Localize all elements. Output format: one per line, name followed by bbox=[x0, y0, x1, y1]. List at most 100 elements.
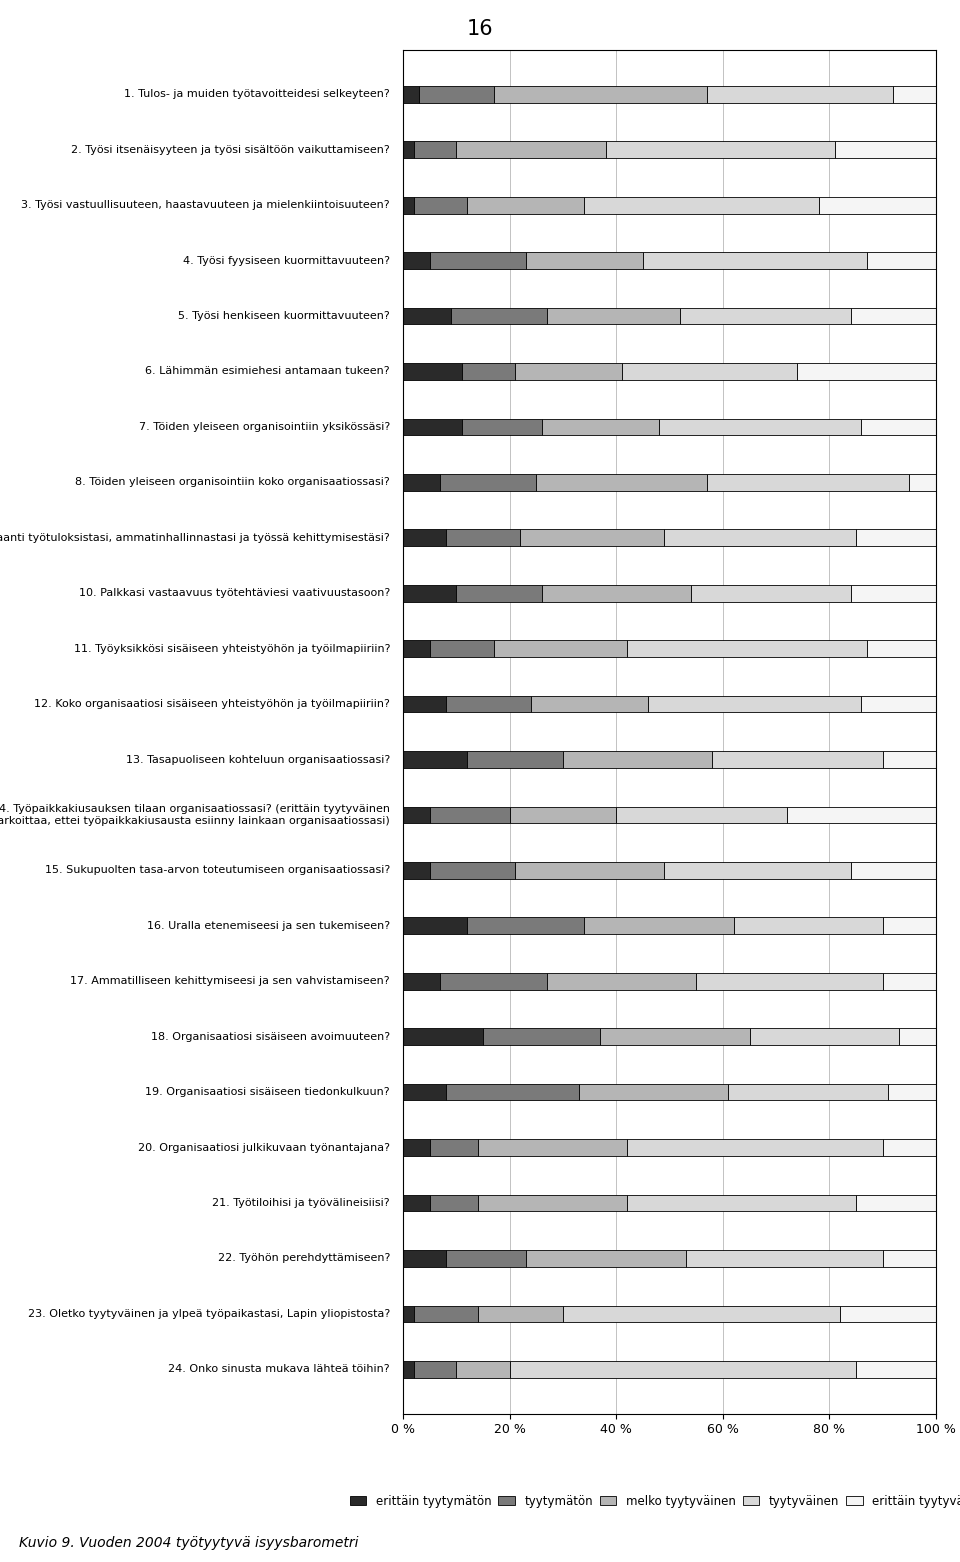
Bar bbox=[606, 142, 835, 158]
Text: 16: 16 bbox=[467, 19, 493, 39]
Bar bbox=[643, 253, 867, 269]
Bar bbox=[707, 473, 909, 490]
Bar bbox=[888, 1084, 936, 1100]
Bar bbox=[537, 473, 707, 490]
Bar bbox=[798, 364, 936, 380]
Bar bbox=[547, 973, 696, 990]
Bar bbox=[403, 862, 430, 879]
Bar bbox=[899, 1028, 936, 1045]
Bar bbox=[445, 1084, 579, 1100]
Bar bbox=[819, 197, 936, 214]
Bar bbox=[462, 419, 541, 436]
Bar bbox=[403, 917, 468, 934]
Bar bbox=[414, 142, 457, 158]
Bar bbox=[403, 1195, 430, 1211]
Bar bbox=[403, 473, 441, 490]
Bar bbox=[403, 584, 457, 601]
Bar bbox=[462, 364, 516, 380]
Bar bbox=[403, 197, 414, 214]
Bar bbox=[882, 751, 936, 769]
Bar bbox=[541, 584, 691, 601]
Bar bbox=[835, 142, 936, 158]
Bar bbox=[681, 308, 851, 325]
Bar bbox=[712, 751, 882, 769]
Bar bbox=[627, 640, 867, 658]
Bar bbox=[403, 751, 468, 769]
Bar bbox=[851, 862, 936, 879]
Bar bbox=[441, 973, 547, 990]
Bar bbox=[403, 1250, 445, 1267]
Bar bbox=[403, 640, 430, 658]
Bar bbox=[616, 806, 787, 823]
Bar bbox=[840, 1306, 936, 1321]
Bar bbox=[526, 253, 643, 269]
Bar bbox=[445, 530, 520, 547]
Bar bbox=[510, 806, 616, 823]
Bar bbox=[483, 1028, 600, 1045]
Bar bbox=[430, 1139, 478, 1156]
Bar bbox=[627, 1139, 883, 1156]
Bar bbox=[648, 695, 861, 712]
Bar bbox=[451, 308, 547, 325]
Bar bbox=[430, 806, 510, 823]
Bar bbox=[468, 197, 585, 214]
Bar bbox=[478, 1195, 627, 1211]
Bar bbox=[441, 473, 537, 490]
Bar bbox=[861, 419, 936, 436]
Bar bbox=[696, 973, 883, 990]
Bar bbox=[420, 86, 493, 103]
Bar bbox=[627, 1195, 856, 1211]
Bar bbox=[403, 1306, 414, 1321]
Bar bbox=[457, 142, 606, 158]
Bar bbox=[516, 862, 664, 879]
Bar bbox=[882, 1139, 936, 1156]
Bar bbox=[856, 1195, 936, 1211]
Bar bbox=[403, 530, 445, 547]
Bar bbox=[563, 1306, 840, 1321]
Bar bbox=[526, 1250, 685, 1267]
Bar bbox=[403, 1361, 414, 1378]
Bar bbox=[541, 419, 659, 436]
Bar bbox=[563, 751, 712, 769]
Bar bbox=[882, 1250, 936, 1267]
Bar bbox=[493, 640, 627, 658]
Bar bbox=[403, 1084, 445, 1100]
Bar bbox=[856, 1361, 936, 1378]
Bar bbox=[851, 584, 936, 601]
Bar bbox=[622, 364, 798, 380]
Bar bbox=[445, 1250, 526, 1267]
Bar bbox=[516, 364, 622, 380]
Bar bbox=[403, 806, 430, 823]
Bar bbox=[414, 197, 468, 214]
Bar bbox=[851, 308, 936, 325]
Bar bbox=[750, 1028, 899, 1045]
Bar bbox=[882, 973, 936, 990]
Bar bbox=[510, 1361, 856, 1378]
Bar bbox=[403, 364, 462, 380]
Legend: erittäin tyytymätön, tyytymätön, melko tyytyväinen, tyytyväinen, erittäin tyytyv: erittäin tyytymätön, tyytymätön, melko t… bbox=[348, 1492, 960, 1510]
Bar bbox=[547, 308, 681, 325]
Bar bbox=[468, 751, 563, 769]
Bar bbox=[867, 253, 936, 269]
Bar bbox=[478, 1306, 563, 1321]
Bar bbox=[478, 1139, 627, 1156]
Bar bbox=[664, 530, 856, 547]
Bar bbox=[403, 86, 420, 103]
Bar bbox=[659, 419, 861, 436]
Bar bbox=[861, 695, 936, 712]
Bar bbox=[403, 142, 414, 158]
Bar bbox=[457, 584, 541, 601]
Bar bbox=[894, 86, 936, 103]
Bar bbox=[403, 253, 430, 269]
Bar bbox=[445, 695, 531, 712]
Bar bbox=[787, 806, 936, 823]
Bar bbox=[882, 917, 936, 934]
Bar bbox=[585, 197, 819, 214]
Bar bbox=[733, 917, 882, 934]
Bar bbox=[579, 1084, 729, 1100]
Bar bbox=[457, 1361, 510, 1378]
Bar bbox=[909, 473, 936, 490]
Bar bbox=[707, 86, 894, 103]
Bar bbox=[414, 1306, 478, 1321]
Bar bbox=[430, 862, 516, 879]
